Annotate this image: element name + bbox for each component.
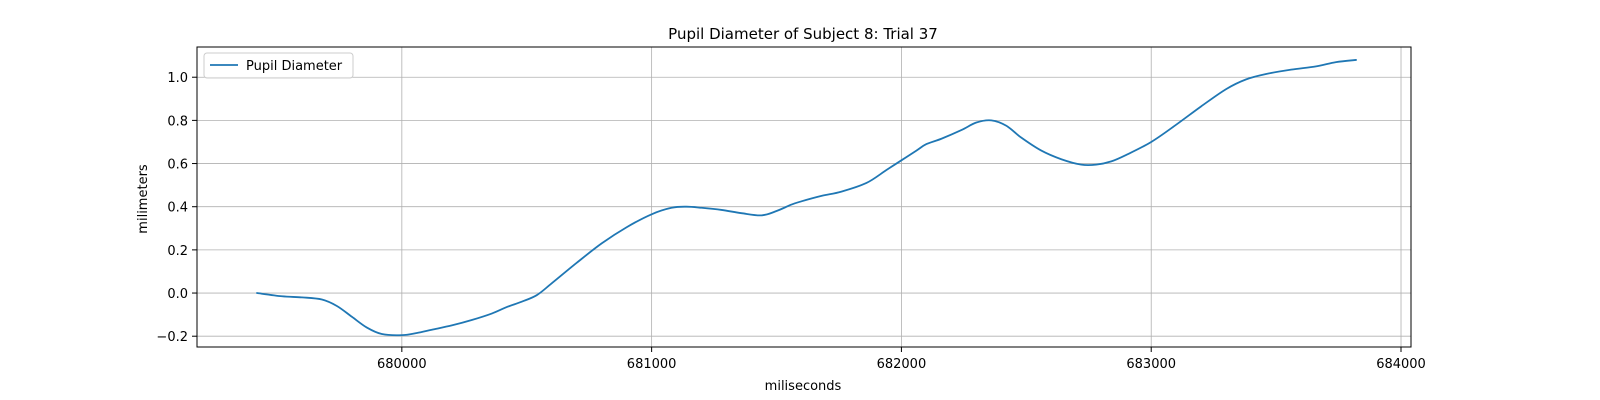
x-axis-label: miliseconds	[765, 379, 842, 394]
y-axis-label: milimeters	[136, 164, 151, 234]
y-tick-label: 0.0	[167, 287, 188, 302]
x-tick-label: 682000	[877, 357, 927, 372]
chart-title: Pupil Diameter of Subject 8: Trial 37	[668, 25, 938, 43]
axis-ticks: 680000 681000 682000 683000 684000 −0.2 0.0 0.2…	[156, 71, 1425, 372]
grid-lines	[197, 47, 1411, 347]
x-tick-label: 684000	[1376, 357, 1426, 372]
series-line-pupil-diameter	[256, 59, 1357, 337]
legend: Pupil Diameter	[203, 52, 354, 79]
plot-frame	[196, 46, 1412, 348]
y-tick-label: −0.2	[156, 330, 188, 345]
x-tick-label: 683000	[1126, 357, 1176, 372]
y-tick-label: 0.6	[167, 158, 188, 173]
y-tick-label: 0.4	[167, 201, 188, 216]
y-tick-label: 0.8	[167, 114, 188, 129]
legend-box	[203, 52, 354, 79]
y-tick-label: 0.2	[167, 244, 188, 259]
series-layer	[256, 59, 1357, 337]
x-tick-label: 680000	[377, 357, 427, 372]
x-tick-label: 681000	[627, 357, 677, 372]
y-tick-label: 1.0	[167, 71, 188, 86]
legend-label: Pupil Diameter	[246, 59, 343, 74]
